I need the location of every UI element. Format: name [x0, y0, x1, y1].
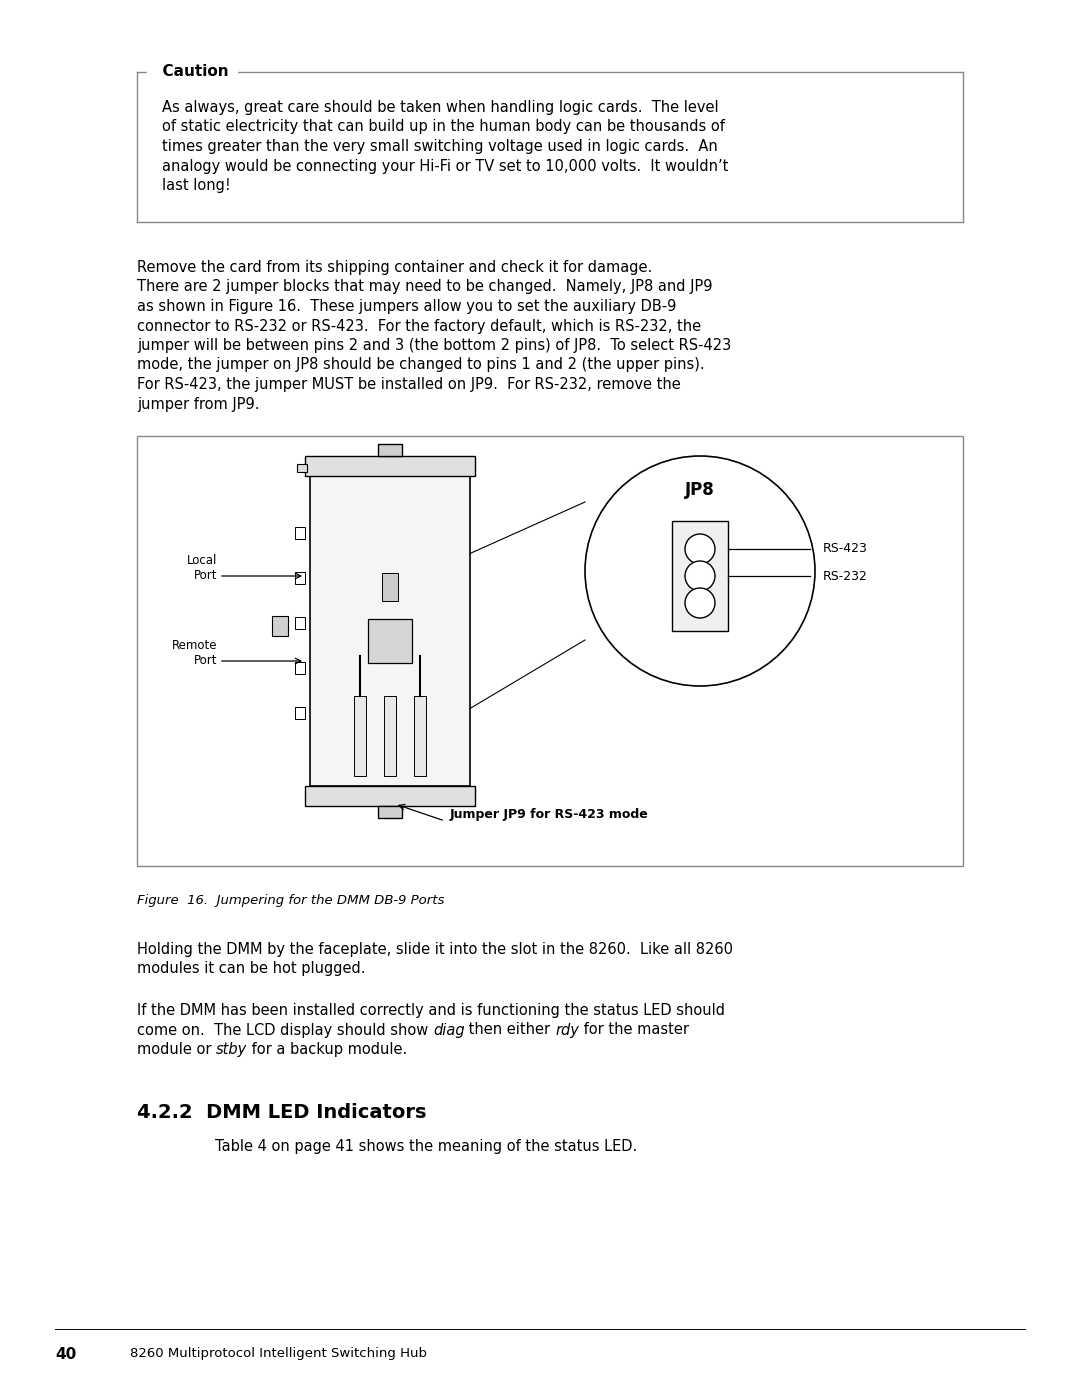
Text: for the master: for the master [579, 1023, 689, 1038]
Bar [295, 617, 305, 629]
Text: JP8: JP8 [685, 481, 715, 499]
Bar [368, 619, 411, 664]
Bar [295, 662, 305, 673]
Bar [354, 696, 366, 775]
Text: jumper will be between pins 2 and 3 (the bottom 2 pins) of JP8.  To select RS-42: jumper will be between pins 2 and 3 (the… [137, 338, 731, 353]
Text: analogy would be connecting your Hi-Fi or TV set to 10,000 volts.  It wouldn’t: analogy would be connecting your Hi-Fi o… [162, 158, 728, 173]
Text: 8260 Multiprotocol Intelligent Switching Hub: 8260 Multiprotocol Intelligent Switching… [130, 1347, 427, 1361]
Text: then either: then either [464, 1023, 555, 1038]
Text: There are 2 jumper blocks that may need to be changed.  Namely, JP8 and JP9: There are 2 jumper blocks that may need … [137, 279, 713, 295]
Bar [305, 787, 475, 806]
Text: Remote
Port: Remote Port [172, 638, 217, 666]
Circle shape [685, 588, 715, 617]
Text: If the DMM has been installed correctly and is functioning the status LED should: If the DMM has been installed correctly … [137, 1003, 725, 1018]
Text: for a backup module.: for a backup module. [247, 1042, 407, 1058]
Circle shape [685, 562, 715, 591]
Text: Holding the DMM by the faceplate, slide it into the slot in the 8260.  Like all : Holding the DMM by the faceplate, slide … [137, 942, 733, 957]
Circle shape [685, 534, 715, 564]
Text: 40: 40 [55, 1347, 77, 1362]
Text: Caution: Caution [152, 64, 239, 80]
Bar [382, 573, 399, 601]
Bar [295, 527, 305, 539]
Bar [137, 436, 963, 866]
Bar [414, 696, 426, 775]
Text: mode, the jumper on JP8 should be changed to pins 1 and 2 (the upper pins).: mode, the jumper on JP8 should be change… [137, 358, 704, 373]
Bar [297, 464, 307, 472]
Text: last long!: last long! [162, 177, 231, 193]
Bar [672, 521, 728, 631]
Bar [310, 476, 470, 787]
Text: module or: module or [137, 1042, 216, 1058]
Bar [295, 707, 305, 719]
Text: come on.  The LCD display should show: come on. The LCD display should show [137, 1023, 433, 1038]
Text: Jumper JP9 for RS-423 mode: Jumper JP9 for RS-423 mode [450, 807, 649, 821]
Text: modules it can be hot plugged.: modules it can be hot plugged. [137, 961, 365, 977]
Text: Local
Port: Local Port [187, 555, 217, 583]
Text: Remove the card from its shipping container and check it for damage.: Remove the card from its shipping contai… [137, 260, 652, 275]
Text: Figure  16.  Jumpering for the DMM DB-9 Ports: Figure 16. Jumpering for the DMM DB-9 Po… [137, 894, 444, 907]
Circle shape [585, 455, 815, 686]
Bar [272, 616, 288, 636]
Bar [295, 571, 305, 584]
Text: rdy: rdy [555, 1023, 579, 1038]
Text: times greater than the very small switching voltage used in logic cards.  An: times greater than the very small switch… [162, 138, 718, 154]
Text: Table 4 on page 41 shows the meaning of the status LED.: Table 4 on page 41 shows the meaning of … [215, 1140, 637, 1154]
Bar [305, 455, 475, 476]
Bar [378, 806, 402, 819]
Text: connector to RS-232 or RS-423.  For the factory default, which is RS-232, the: connector to RS-232 or RS-423. For the f… [137, 319, 701, 334]
Text: RS-232: RS-232 [823, 570, 868, 583]
Text: For RS-423, the jumper MUST be installed on JP9.  For RS-232, remove the: For RS-423, the jumper MUST be installed… [137, 377, 680, 393]
Text: diag: diag [433, 1023, 464, 1038]
Text: as shown in Figure 16.  These jumpers allow you to set the auxiliary DB-9: as shown in Figure 16. These jumpers all… [137, 299, 676, 314]
Text: As always, great care should be taken when handling logic cards.  The level: As always, great care should be taken wh… [162, 101, 718, 115]
Text: jumper from JP9.: jumper from JP9. [137, 397, 259, 412]
Text: RS-423: RS-423 [823, 542, 868, 556]
Bar [378, 444, 402, 455]
Text: 4.2.2  DMM LED Indicators: 4.2.2 DMM LED Indicators [137, 1104, 427, 1123]
Text: stby: stby [216, 1042, 247, 1058]
Text: of static electricity that can build up in the human body can be thousands of: of static electricity that can build up … [162, 120, 725, 134]
Bar [384, 696, 396, 775]
